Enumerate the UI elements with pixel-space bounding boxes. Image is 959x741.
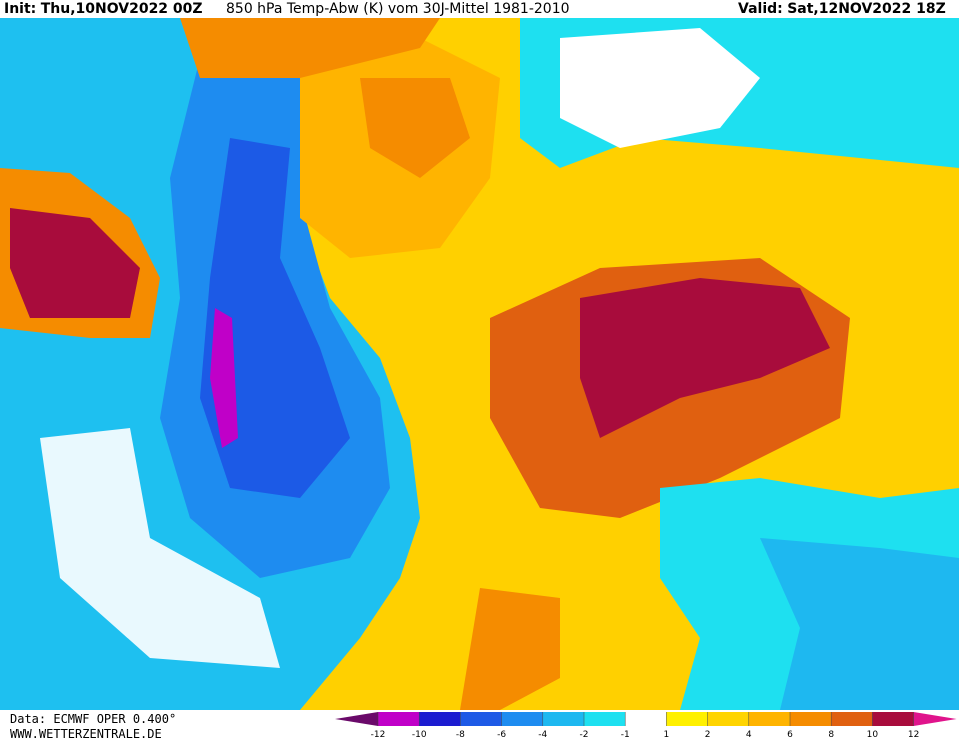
deep-blue-area [200, 138, 350, 498]
greenland-core [360, 78, 470, 178]
legend-tick-label: -1 [621, 730, 630, 740]
init-label: Init: [4, 1, 37, 17]
legend-swatch [831, 712, 873, 726]
map-title: 850 hPa Temp-Abw (K) vom 30J-Mittel 1981… [226, 1, 570, 17]
legend-tick-label: -10 [412, 730, 427, 740]
site-url: WWW.WETTERZENTRALE.DE [10, 727, 162, 741]
init-header: Init: Thu,10NOV2022 00Z [4, 0, 203, 18]
map [0, 18, 959, 710]
legend-tick-label: 4 [746, 730, 752, 740]
europe-core [580, 278, 830, 438]
legend-tick-label: -8 [456, 730, 465, 740]
legend-swatch [707, 712, 749, 726]
legend-tick-label: -12 [371, 730, 386, 740]
legend-tick-label: 12 [908, 730, 919, 740]
legend-swatch [419, 712, 461, 726]
legend-tick-label: -4 [538, 730, 547, 740]
valid-time: Sat,12NOV2022 18Z [787, 1, 946, 17]
legend-swatch [625, 712, 667, 726]
legend-tick-label: 1 [664, 730, 670, 740]
legend-swatch [666, 712, 708, 726]
legend-swatch [378, 712, 420, 726]
atlantic-white [40, 428, 280, 668]
legend-arrow [335, 712, 378, 726]
legend-tick-label: 10 [867, 730, 879, 740]
data-source: Data: ECMWF OPER 0.400° [10, 712, 177, 726]
north-warm [180, 18, 440, 78]
magenta-core [210, 308, 238, 448]
legend-tick-label: -2 [580, 730, 589, 740]
init-time: Thu,10NOV2022 00Z [40, 1, 203, 17]
legend-tick-label: 2 [705, 730, 711, 740]
legend-swatch [790, 712, 832, 726]
legend-swatch [584, 712, 626, 726]
legend-arrow [913, 712, 957, 726]
east-cool [760, 538, 959, 710]
iberia-warm [460, 588, 560, 710]
legend-swatch [460, 712, 502, 726]
legend-swatch [501, 712, 543, 726]
legend-swatch [748, 712, 790, 726]
legend-swatch [872, 712, 914, 726]
hudson-core [10, 208, 140, 318]
legend-tick-label: 6 [787, 730, 793, 740]
legend-tick-label: -6 [497, 730, 506, 740]
arctic-white [560, 28, 760, 148]
legend-tick-label: 8 [828, 730, 834, 740]
valid-header: Valid: Sat,12NOV2022 18Z [738, 0, 946, 18]
legend-swatch [542, 712, 584, 726]
color-legend: -12 -10 -8 -6 -4 -2 -1 1 2 4 6 8 10 12 [335, 712, 957, 740]
valid-label: Valid: [738, 1, 783, 17]
